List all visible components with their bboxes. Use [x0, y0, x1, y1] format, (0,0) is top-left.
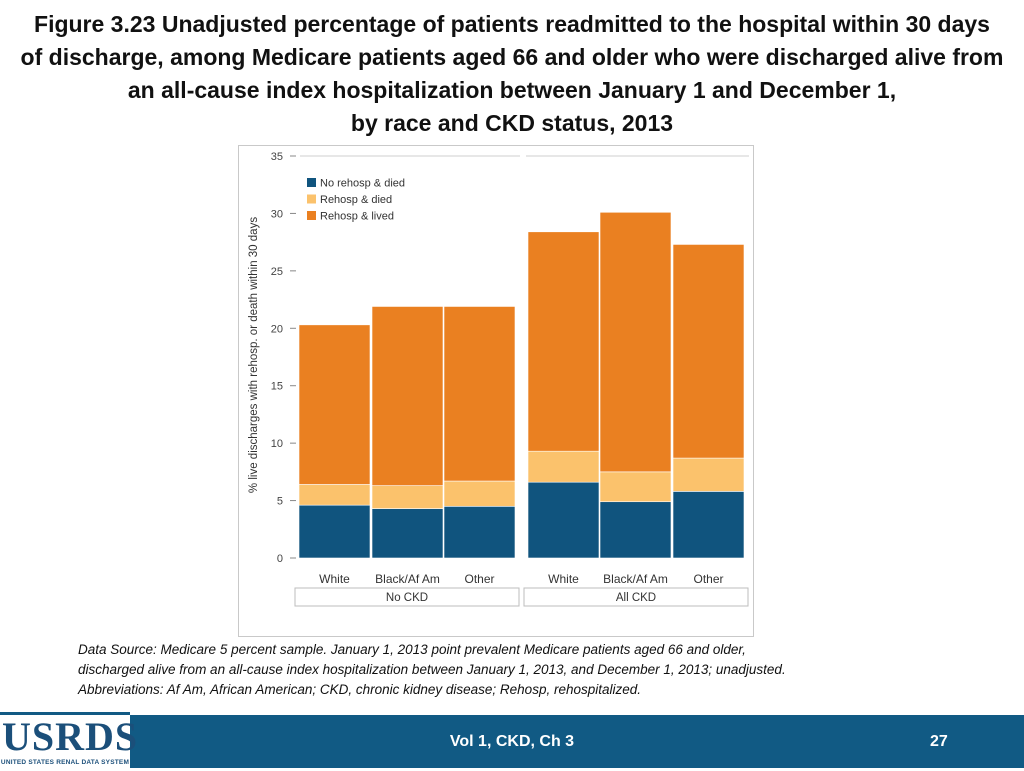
source-line-2: discharged alive from an all-cause index…	[78, 662, 786, 677]
title-line-2: of discharge, among Medicare patients ag…	[20, 44, 1004, 70]
bar-segment	[371, 508, 444, 559]
bar-segment	[443, 506, 516, 559]
group-label: No CKD	[386, 592, 428, 604]
bar-segment	[298, 484, 371, 506]
footer-bar	[0, 715, 1024, 768]
group-box	[523, 587, 749, 607]
legend-swatch	[307, 211, 316, 220]
title-line-1: Figure 3.23 Unadjusted percentage of pat…	[34, 11, 990, 37]
page-number: 27	[930, 733, 948, 750]
source-line-1: Data Source: Medicare 5 percent sample. …	[78, 642, 746, 657]
bar-segment	[443, 480, 516, 507]
y-tick-label: 20	[271, 323, 283, 335]
group-label: All CKD	[616, 592, 656, 604]
bar-segment	[599, 471, 672, 503]
data-source-note: Data Source: Medicare 5 percent sample. …	[78, 640, 978, 700]
y-tick-label: 30	[271, 208, 283, 220]
title-line-3: an all-cause index hospitalization betwe…	[127, 77, 897, 103]
y-tick-label: 25	[271, 266, 283, 278]
bar-segment	[672, 491, 745, 559]
bar-segment	[599, 211, 672, 473]
page-title: Figure 3.23 Unadjusted percentage of pat…	[0, 8, 1024, 140]
y-tick-label: 10	[271, 438, 283, 450]
bar-segment	[527, 450, 600, 483]
x-tick-label: Black/Af Am	[603, 572, 668, 586]
x-tick-label: White	[319, 572, 350, 586]
bar-segment	[599, 501, 672, 559]
group-box	[294, 587, 520, 607]
bar-segment	[371, 485, 444, 509]
legend-swatch	[307, 178, 316, 187]
y-tick-label: 0	[277, 553, 283, 565]
legend-label: Rehosp & lived	[320, 211, 394, 223]
y-tick-label: 5	[277, 496, 283, 508]
logo-subtext: UNITED STATES RENAL DATA SYSTEM	[0, 759, 130, 766]
y-tick-label: 15	[271, 381, 283, 393]
x-tick-label: Black/Af Am	[375, 572, 440, 586]
bar-segment	[298, 324, 371, 485]
x-tick-label: White	[548, 572, 579, 586]
x-tick-label: Other	[693, 572, 723, 586]
legend-swatch	[307, 194, 316, 204]
source-line-3: Abbreviations: Af Am, African American; …	[78, 682, 642, 697]
logo-text: USRDS	[2, 714, 139, 759]
usrds-logo: USRDS UNITED STATES RENAL DATA SYSTEM	[0, 712, 139, 771]
y-tick-label: 35	[271, 151, 283, 163]
bar-segment	[527, 231, 600, 452]
y-axis-label: % live discharges with rehosp. or death …	[248, 217, 260, 493]
legend-label: No rehosp & died	[320, 178, 405, 190]
footer-section-label: Vol 1, CKD, Ch 3	[449, 733, 575, 750]
x-tick-label: Other	[464, 572, 494, 586]
stacked-bar-chart: 0 5 10 15 20 25 30 35 % live discharges with reh…	[248, 151, 749, 607]
bar-segment	[298, 504, 371, 559]
bar-segment	[672, 244, 745, 459]
bar-segment	[527, 481, 600, 559]
bar-segment	[672, 457, 745, 492]
bar-segment	[371, 306, 444, 486]
legend-label: Rehosp & died	[320, 194, 392, 206]
title-line-4: by race and CKD status, 2013	[350, 110, 674, 136]
bar-segment	[443, 306, 516, 482]
